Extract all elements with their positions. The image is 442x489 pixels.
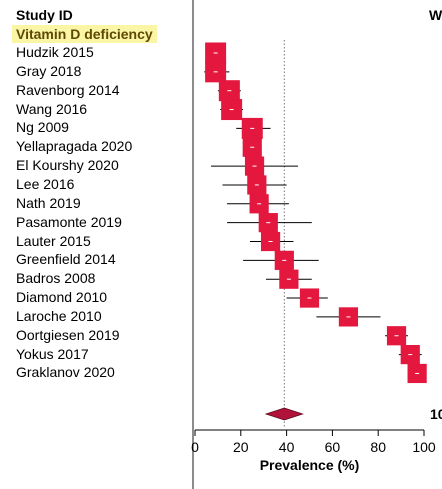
study-name: Pasamonte 2019	[16, 213, 122, 230]
panel-divider	[192, 0, 194, 489]
study-name: Lauter 2015	[16, 232, 91, 249]
study-name: Ravenborg 2014	[16, 81, 120, 98]
study-name: El Kourshy 2020	[16, 157, 119, 174]
study-name: Wang 2016	[16, 100, 88, 117]
study-name: Nath 2019	[16, 194, 81, 211]
study-name: Yellapragada 2020	[16, 138, 133, 155]
x-tick-label: 40	[279, 439, 295, 455]
x-tick-label: 0	[191, 439, 199, 455]
study-name: Badros 2008	[16, 270, 96, 287]
study-name: Yokus 2017	[16, 345, 89, 362]
study-name: Hudzik 2015	[16, 44, 94, 60]
study-name: Oortgiesen 2019	[16, 326, 120, 343]
truncated-pooled-value: 10	[430, 406, 442, 422]
study-name: Ng 2009	[16, 119, 69, 136]
study-list-panel: Study ID Vitamin D deficiency Hudzik 201…	[0, 0, 192, 489]
x-tick-label: 100	[412, 439, 436, 455]
truncated-column-header: W	[429, 7, 442, 23]
x-tick-label: 60	[325, 439, 341, 455]
study-name: Diamond 2010	[16, 289, 108, 306]
x-axis-label: Prevalence (%)	[260, 457, 360, 473]
x-tick-label: 80	[370, 439, 386, 455]
study-name: Gray 2018	[16, 62, 82, 79]
study-name: Graklanov 2020	[16, 364, 115, 381]
study-name: Laroche 2010	[16, 307, 102, 324]
subgroup-label: Vitamin D deficiency	[12, 25, 157, 43]
study-name: Greenfield 2014	[16, 251, 116, 268]
pooled-estimate-diamond	[264, 407, 304, 421]
study-id-header: Study ID	[16, 7, 73, 23]
x-tick-label: 20	[233, 439, 249, 455]
study-name: Lee 2016	[16, 175, 75, 192]
